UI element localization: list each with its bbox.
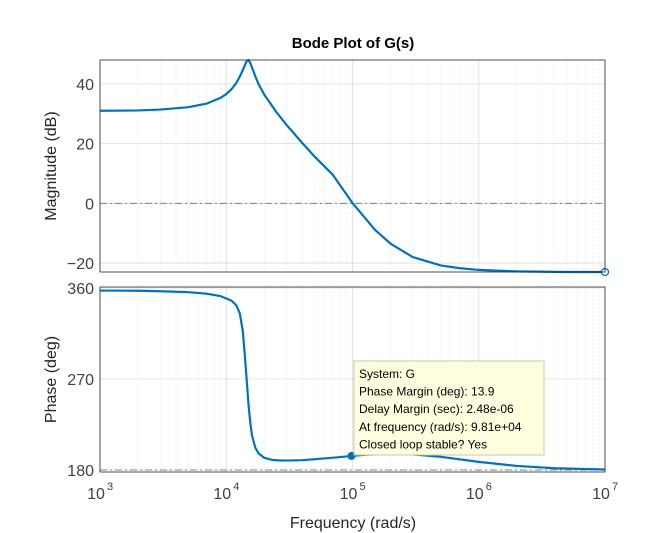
data-tip-line: Delay Margin (sec): 2.48e-06 bbox=[359, 402, 514, 416]
x-tick-exponent: 6 bbox=[486, 481, 492, 493]
phase-y-tick-labels: 180 270 360 bbox=[67, 281, 94, 480]
x-tick-label: 10 bbox=[87, 486, 105, 503]
data-tip-background bbox=[353, 360, 545, 456]
y-tick-label: 270 bbox=[67, 372, 94, 389]
x-tick-exponent: 3 bbox=[107, 481, 113, 493]
y-tick-label: −20 bbox=[67, 256, 94, 273]
magnitude-grid bbox=[99, 60, 606, 272]
x-tick-exponent: 5 bbox=[360, 481, 366, 493]
phase-y-axis-label: Phase (deg) bbox=[43, 336, 60, 423]
magnitude-y-axis-label: Magnitude (dB) bbox=[43, 111, 60, 220]
x-tick-label: 10 bbox=[340, 486, 358, 503]
data-tip-line: System: G bbox=[359, 367, 415, 381]
data-tip-line: Phase Margin (deg): 13.9 bbox=[359, 385, 495, 399]
y-tick-label: 180 bbox=[67, 463, 94, 480]
magnitude-axes-box bbox=[99, 59, 606, 273]
x-tick-exponent: 4 bbox=[233, 481, 239, 493]
data-tip-line: At frequency (rad/s): 9.81e+04 bbox=[359, 420, 522, 434]
data-tip-text: System: G Phase Margin (deg): 13.9 Delay M… bbox=[359, 367, 522, 451]
phase-axes-box bbox=[99, 286, 606, 473]
magnitude-series-line bbox=[99, 58, 605, 274]
phase-margin-marker[interactable] bbox=[347, 451, 356, 460]
chart-title: Bode Plot of G(s) bbox=[292, 35, 415, 52]
y-tick-label: 20 bbox=[76, 137, 94, 154]
data-tip-line: Closed loop stable? Yes bbox=[359, 437, 487, 451]
magnitude-y-tick-labels: −20 0 20 40 bbox=[67, 77, 94, 273]
x-tick-exponent: 7 bbox=[612, 481, 618, 493]
x-axis-label: Frequency (rad/s) bbox=[290, 515, 416, 532]
x-tick-label: 10 bbox=[466, 486, 484, 503]
x-tick-labels: 10 3 10 4 10 5 10 6 10 7 bbox=[87, 481, 618, 503]
magnitude-axes[interactable]: −20 0 20 40 Magnitude (dB) bbox=[43, 58, 610, 277]
data-tip-box[interactable]: System: G Phase Margin (deg): 13.9 Delay M… bbox=[353, 360, 545, 456]
y-tick-label: 40 bbox=[76, 77, 94, 94]
y-tick-label: 360 bbox=[67, 281, 94, 298]
y-tick-label: 0 bbox=[85, 196, 94, 213]
x-tick-label: 10 bbox=[592, 486, 610, 503]
x-tick-label: 10 bbox=[213, 486, 231, 503]
